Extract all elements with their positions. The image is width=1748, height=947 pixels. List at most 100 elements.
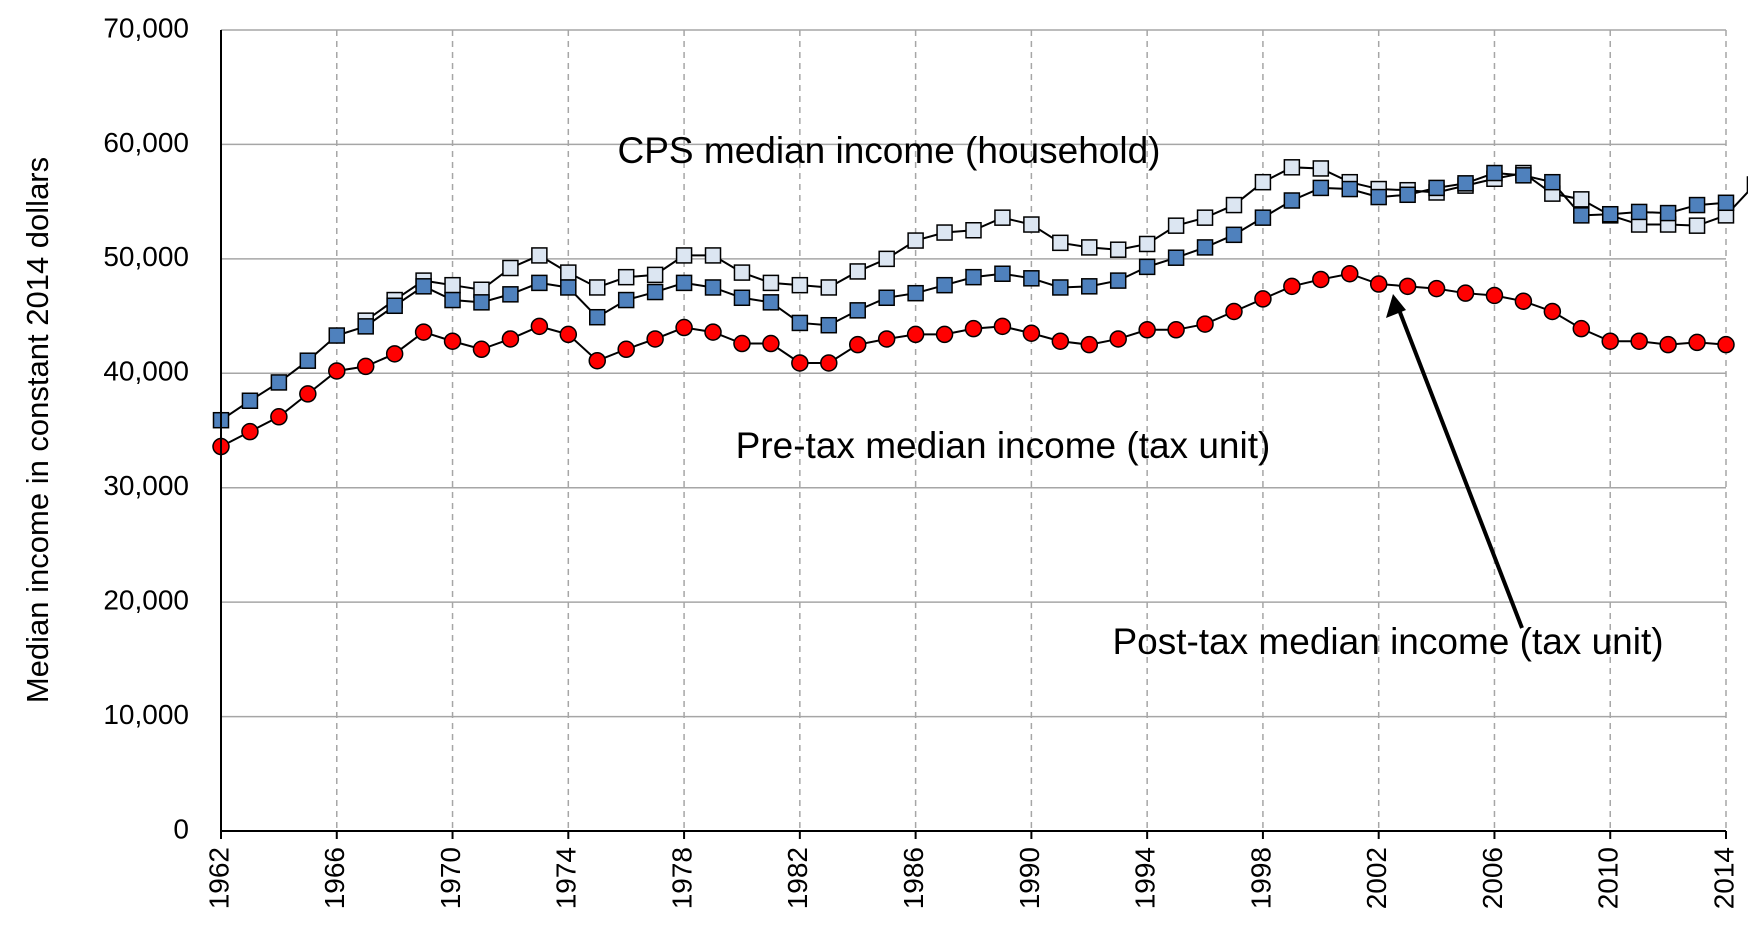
point (675, 274, 693, 292)
point (241, 422, 259, 441)
point (1081, 239, 1098, 256)
point (1196, 239, 1214, 256)
x-tick-label: 1970 (435, 847, 466, 909)
point (588, 351, 606, 370)
point (1572, 319, 1591, 338)
annotation: Pre-tax median income (tax unit) (736, 425, 1271, 466)
point (1312, 270, 1330, 289)
y-tick-label: 0 (173, 813, 189, 844)
point (385, 345, 404, 363)
point (878, 250, 895, 268)
point (617, 291, 635, 309)
point (936, 224, 953, 241)
point (791, 314, 809, 332)
point (1398, 277, 1417, 296)
point (559, 325, 578, 344)
point (501, 330, 520, 348)
point (1225, 226, 1243, 244)
annotation: CPS median income (household) (618, 130, 1161, 171)
y-tick-label: 50,000 (103, 241, 189, 272)
point (1370, 188, 1387, 206)
point (1659, 204, 1677, 222)
point (443, 332, 462, 350)
point (994, 209, 1011, 226)
point (1341, 180, 1358, 198)
point (1138, 258, 1156, 276)
point (936, 276, 953, 294)
point (1138, 321, 1156, 339)
point (704, 247, 722, 264)
point (560, 279, 577, 296)
point (762, 294, 780, 311)
point (1167, 217, 1185, 234)
point (1341, 264, 1359, 283)
point (589, 308, 606, 326)
point (530, 317, 549, 336)
x-tick-label: 1982 (782, 847, 813, 909)
arrow (1394, 301, 1524, 629)
point (820, 354, 838, 372)
point (1283, 159, 1301, 176)
point (877, 330, 896, 348)
point (964, 319, 983, 338)
point (1196, 209, 1214, 226)
point (328, 327, 346, 344)
point (444, 276, 461, 294)
point (1283, 277, 1301, 296)
point (646, 330, 664, 348)
point (1486, 164, 1503, 182)
x-tick-label: 1986 (898, 847, 929, 909)
y-tick-label: 40,000 (103, 356, 189, 387)
point (1601, 332, 1619, 350)
x-tick-label: 2002 (1361, 847, 1392, 909)
point (935, 325, 954, 344)
point (299, 352, 317, 369)
y-tick-label: 10,000 (103, 699, 189, 730)
point (704, 279, 722, 296)
point (386, 297, 403, 315)
point (733, 264, 751, 281)
point (820, 279, 838, 296)
point (1427, 279, 1446, 298)
point (1283, 192, 1301, 209)
point (993, 317, 1012, 336)
point (1109, 241, 1127, 258)
point (270, 374, 288, 391)
y-axis-label: Median income in constant 2014 dollars (20, 157, 55, 703)
point (849, 263, 866, 280)
point (1659, 335, 1677, 354)
point (1717, 335, 1735, 354)
point (1601, 205, 1619, 223)
point (1630, 332, 1648, 350)
point (1688, 196, 1706, 214)
point (1109, 330, 1127, 348)
point (1225, 302, 1243, 321)
point (791, 276, 809, 294)
point (820, 316, 838, 334)
point (531, 274, 548, 292)
point (762, 334, 780, 353)
annotation: Post-tax median income (tax unit) (1112, 621, 1663, 662)
point (646, 283, 664, 301)
point (357, 318, 374, 335)
point (849, 302, 866, 319)
point (1544, 173, 1561, 191)
point (1312, 179, 1330, 197)
point (1573, 207, 1590, 224)
point (675, 318, 693, 337)
point (1254, 173, 1272, 191)
arrow-head (1386, 294, 1406, 318)
point (328, 362, 346, 380)
point (704, 323, 722, 341)
x-tick-label: 1990 (1014, 847, 1045, 909)
point (907, 232, 924, 249)
point (560, 264, 577, 281)
point (415, 278, 432, 295)
point (502, 259, 519, 277)
point (1196, 315, 1214, 333)
point (646, 266, 664, 284)
x-tick-label: 1994 (1130, 847, 1161, 909)
x-tick-label: 1966 (319, 847, 350, 909)
point (878, 289, 895, 307)
point (1023, 270, 1040, 287)
